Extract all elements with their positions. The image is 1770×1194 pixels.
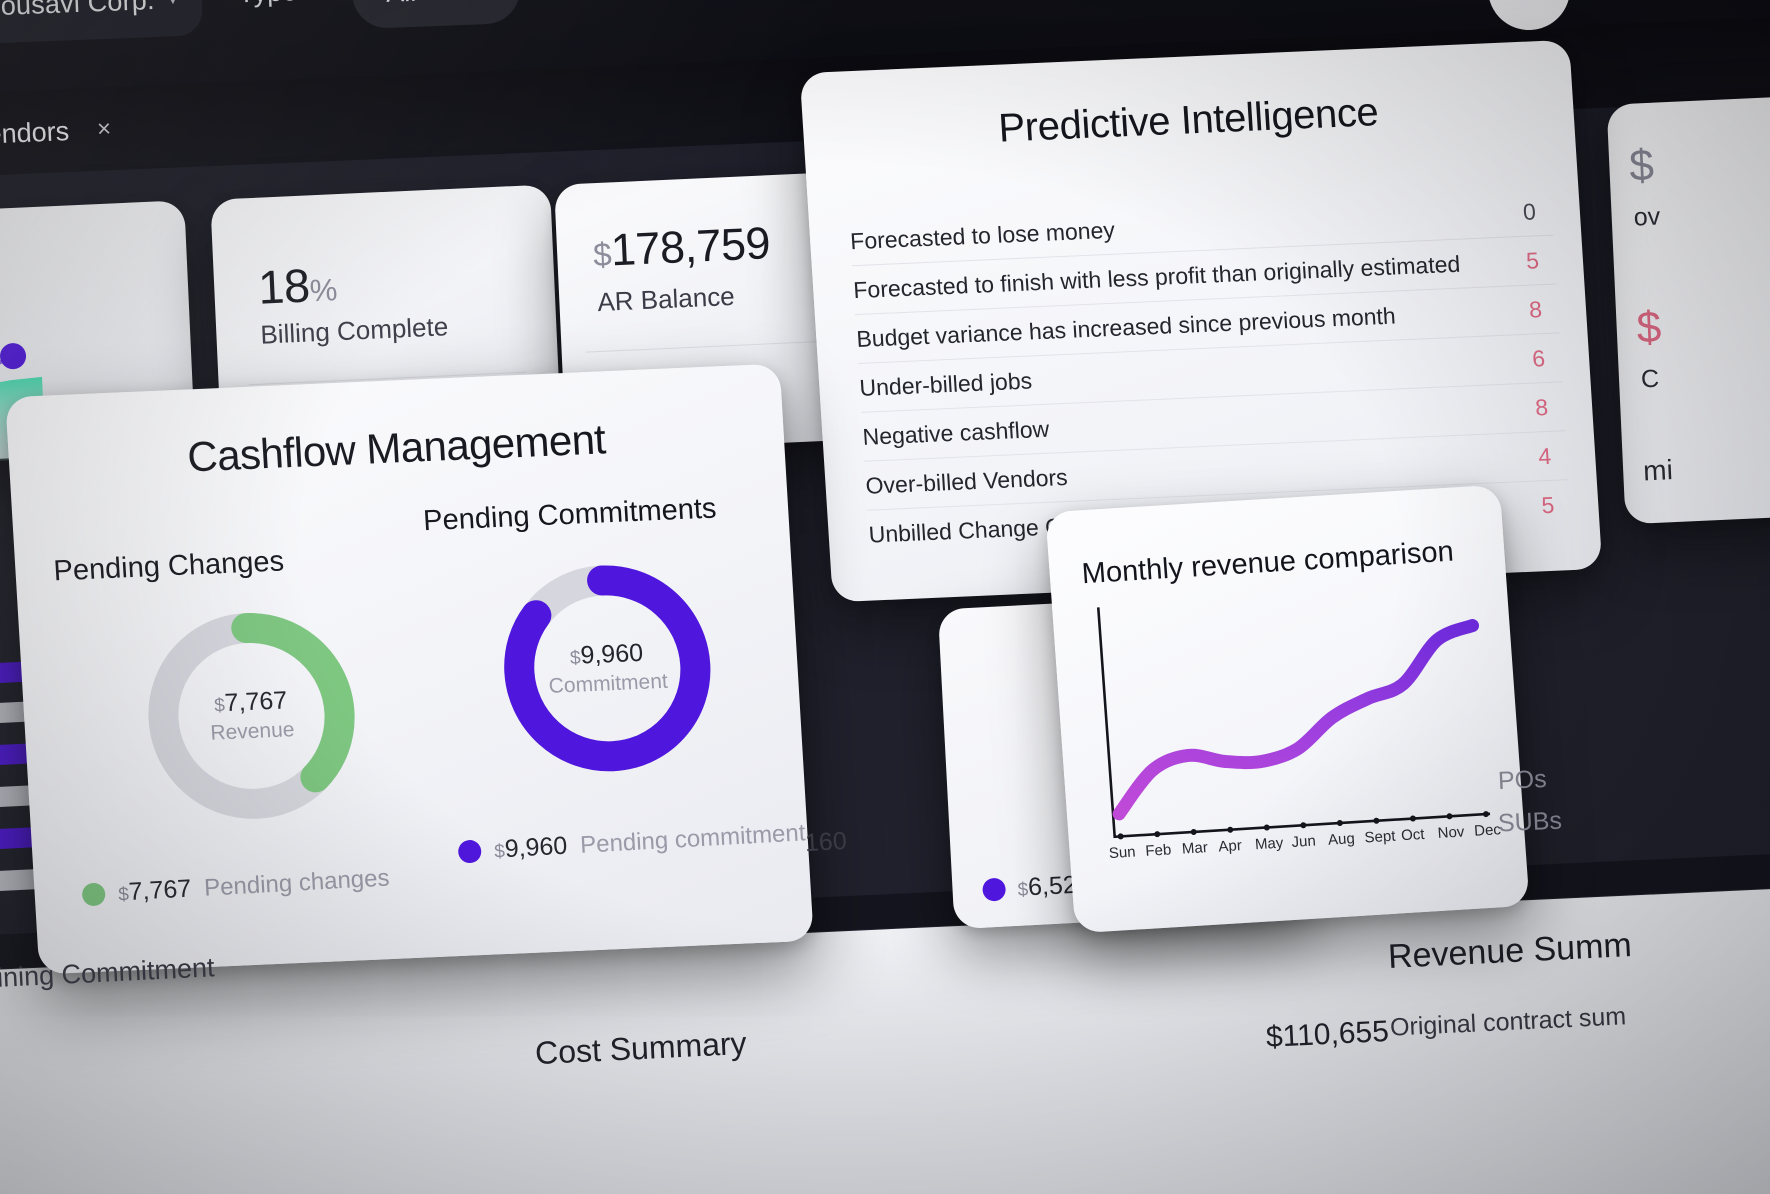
predictive-row-count: 0 xyxy=(1522,197,1537,225)
donut-chart-pending-changes[interactable]: $7,767 Revenue xyxy=(130,596,373,836)
currency-symbol: $ xyxy=(1635,302,1663,353)
donut-svg xyxy=(504,565,711,772)
partial-card-right[interactable]: $ ov $ C mi xyxy=(1606,95,1770,525)
legend-number: 6,52 xyxy=(1027,870,1078,902)
type-value: All xyxy=(385,0,416,8)
x-axis-tick-label: Oct xyxy=(1400,825,1426,845)
x-axis-tick-label: May xyxy=(1254,834,1284,854)
pending-commitments-subtitle: Pending Commitments xyxy=(422,492,718,538)
legend-dot xyxy=(81,882,106,907)
background-value-original-contract: $110,655 xyxy=(1265,1015,1390,1054)
legend-number: 7,767 xyxy=(127,874,192,906)
background-count-160: 160 xyxy=(804,826,848,858)
sparkline-card[interactable] xyxy=(0,200,196,468)
billing-complete-label: Billing Complete xyxy=(259,311,449,350)
tab-vendors[interactable]: Vendors × xyxy=(0,100,171,162)
x-axis-tick-label: Aug xyxy=(1327,830,1356,849)
predictive-row-label: Under-billed jobs xyxy=(858,366,1033,401)
background-label-pos: POs xyxy=(1497,764,1548,796)
legend-amount: $9,960 xyxy=(493,832,568,865)
legend-number: 9,960 xyxy=(503,831,568,864)
divider xyxy=(585,339,844,353)
background-label-subs: SUBs xyxy=(1497,806,1563,838)
billing-percent-number: 18 xyxy=(257,258,311,314)
x-axis-tick-label: Jun xyxy=(1290,832,1317,851)
company-name: Mousavi Corp. xyxy=(0,0,156,22)
x-axis-tick-label: Sun xyxy=(1108,843,1137,863)
x-axis-tick-label: Sept xyxy=(1364,827,1397,847)
tab-label: Vendors xyxy=(0,115,70,150)
partial-label: C xyxy=(1640,364,1660,394)
donut-chart-pending-commitments[interactable]: $9,960 Commitment xyxy=(486,549,729,789)
ar-balance-value: $178,759 xyxy=(592,217,771,277)
legend-amount: $7,767 xyxy=(117,875,192,908)
close-icon[interactable]: × xyxy=(96,115,112,143)
type-label: Type: xyxy=(237,0,305,9)
x-axis-tick-label: Nov xyxy=(1437,823,1465,843)
billing-complete-value: 18% xyxy=(257,256,338,314)
legend-item: $6,52 xyxy=(982,871,1078,905)
revenue-line-chart: Sun Feb Mar Apr May Jun Aug Sept Oct Nov Dec xyxy=(1070,581,1509,876)
line-chart-svg xyxy=(1096,607,1491,840)
currency-symbol: $ xyxy=(592,235,612,274)
currency-symbol: $ xyxy=(1628,140,1655,191)
predictive-row-count: 5 xyxy=(1525,246,1540,274)
pending-changes-subtitle: Pending Changes xyxy=(52,545,285,588)
x-axis-tick-label: Mar xyxy=(1181,839,1209,858)
partial-label-mi: mi xyxy=(1642,454,1674,487)
chevron-down-icon: ▾ xyxy=(168,0,177,9)
predictive-row-count: 8 xyxy=(1534,393,1549,420)
predictive-row-count: 8 xyxy=(1528,295,1543,323)
donut-svg xyxy=(148,613,355,819)
page-title: Predictive Intelligence xyxy=(997,90,1380,151)
predictive-row-label: Negative cashflow xyxy=(861,415,1050,450)
monthly-revenue-comparison-card[interactable]: Monthly revenue comparison Sun Feb Mar Apr M… xyxy=(1045,484,1530,934)
partial-label-ov: ov xyxy=(1633,202,1661,232)
legend-dot xyxy=(982,877,1007,902)
cashflow-management-card[interactable]: Cashflow Management Pending Changes Pend… xyxy=(5,363,814,975)
predictive-row-count: 6 xyxy=(1531,344,1546,372)
predictive-row-label: Over-billed Vendors xyxy=(864,463,1069,499)
x-axis-tick-label: Apr xyxy=(1217,837,1243,856)
x-axis-tick-label: Feb xyxy=(1144,841,1172,860)
legend-amount: $6,52 xyxy=(1017,871,1078,903)
predictive-row-count: 5 xyxy=(1540,491,1556,519)
sparkline-chart xyxy=(0,343,46,468)
card-title: Cashflow Management xyxy=(186,415,607,481)
percent-symbol: % xyxy=(308,272,338,309)
ar-balance-label: AR Balance xyxy=(596,280,736,318)
chart-title: Monthly revenue comparison xyxy=(1080,535,1455,591)
ar-balance-number: 178,759 xyxy=(609,217,772,276)
predictive-row-label: Forecasted to lose money xyxy=(849,216,1116,254)
predictive-row-count: 4 xyxy=(1537,442,1552,469)
legend-dot xyxy=(457,839,482,864)
